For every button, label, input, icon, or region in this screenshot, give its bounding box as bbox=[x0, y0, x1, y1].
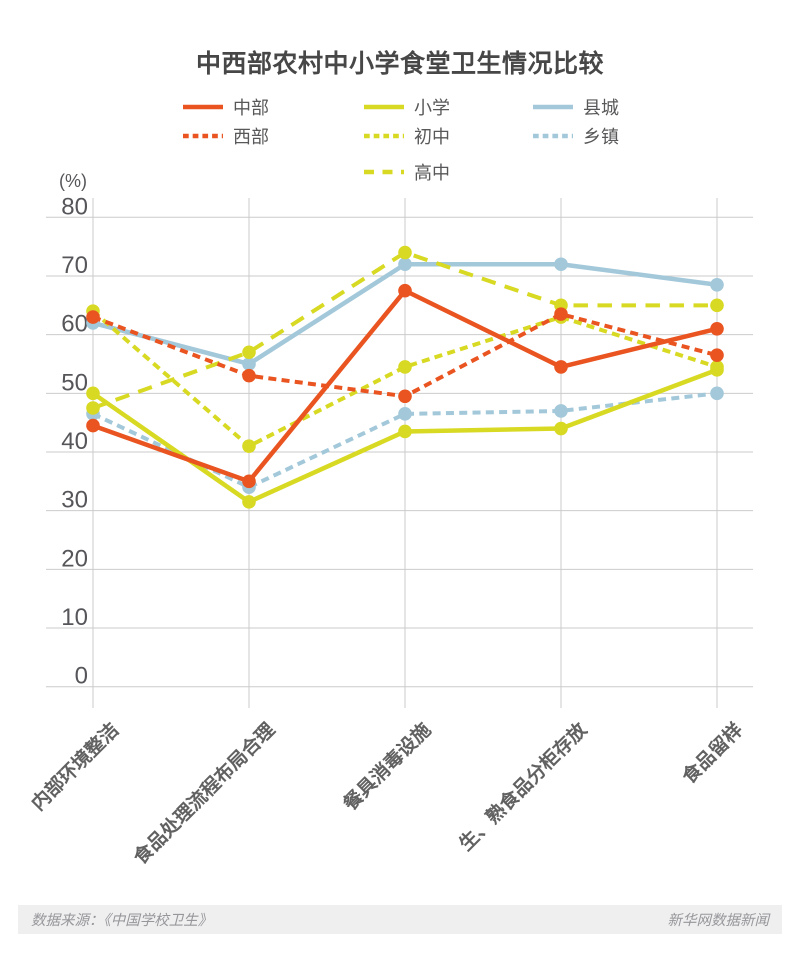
legend-item-county-town: 县城 bbox=[532, 96, 619, 118]
data-point-western bbox=[710, 348, 724, 362]
data-point-junior-high bbox=[242, 439, 256, 453]
data-point-township bbox=[398, 407, 412, 421]
legend-label: 高中 bbox=[414, 163, 450, 183]
y-tick-label: 50 bbox=[61, 369, 88, 396]
data-point-western bbox=[554, 307, 568, 321]
legend-swatch-county-town bbox=[533, 104, 573, 110]
legend-item-junior-high: 初中 bbox=[363, 125, 450, 147]
data-point-county-town bbox=[554, 257, 568, 272]
legend-swatch-junior-high bbox=[364, 133, 404, 139]
legend-item-primary: 小学 bbox=[363, 96, 450, 118]
legend-label: 乡镇 bbox=[583, 127, 619, 147]
y-axis-unit-label: (%) bbox=[59, 171, 87, 191]
series-line-township bbox=[92, 391, 718, 490]
legend-label: 中部 bbox=[233, 98, 269, 118]
data-point-central bbox=[398, 283, 412, 298]
data-point-senior-high bbox=[398, 245, 412, 260]
legend: 中部西部 小学初中高中 县城乡镇 bbox=[0, 96, 800, 186]
chart-svg: 80 70 60 50 40 30 20 10 0 bbox=[46, 193, 753, 708]
data-point-senior-high bbox=[242, 345, 256, 360]
y-tick-label: 80 bbox=[61, 193, 88, 220]
y-tick-label: 20 bbox=[61, 545, 88, 572]
data-point-western bbox=[242, 368, 256, 383]
legend-label: 西部 bbox=[233, 127, 269, 147]
legend-item-senior-high: 高中 bbox=[363, 161, 450, 183]
legend-column: 中部 西部 bbox=[182, 96, 269, 147]
data-source-label: 数据来源：《中国学校卫生》 bbox=[31, 913, 213, 929]
legend-label: 小学 bbox=[414, 98, 450, 118]
data-point-central bbox=[710, 321, 724, 336]
legend-swatch-central bbox=[183, 104, 223, 110]
data-point-county-town bbox=[710, 277, 724, 292]
data-point-primary bbox=[554, 421, 568, 436]
data-point-township bbox=[710, 386, 724, 401]
legend-label: 初中 bbox=[414, 127, 450, 147]
y-tick-label: 40 bbox=[61, 428, 88, 455]
chart-title: 中西部农村中小学食堂卫生情况比较 bbox=[195, 50, 604, 78]
data-point-junior-high bbox=[710, 360, 724, 374]
data-point-primary bbox=[398, 424, 412, 439]
legend-item-western: 西部 bbox=[182, 125, 269, 147]
legend-swatch-western bbox=[183, 133, 223, 139]
data-point-primary bbox=[86, 386, 100, 401]
data-point-county-town bbox=[398, 257, 412, 272]
legend-swatch-senior-high bbox=[364, 169, 404, 175]
y-tick-label: 0 bbox=[75, 663, 88, 690]
y-tick-label: 30 bbox=[61, 487, 88, 514]
footer: 数据来源：《中国学校卫生》 新华网数据新闻 bbox=[18, 905, 782, 934]
y-tick-label: 60 bbox=[61, 311, 88, 338]
series-line-junior-high bbox=[91, 309, 718, 449]
data-point-senior-high bbox=[86, 401, 100, 415]
data-point-central bbox=[242, 474, 256, 489]
data-point-senior-high bbox=[710, 298, 724, 313]
legend-swatch-township bbox=[533, 133, 573, 139]
data-point-primary bbox=[242, 495, 256, 509]
legend-column: 小学 初中 高中 bbox=[363, 96, 450, 183]
data-point-county-town bbox=[242, 357, 256, 371]
legend-swatch-primary bbox=[364, 104, 404, 110]
legend-column: 县城 乡镇 bbox=[532, 96, 619, 147]
series-line-senior-high bbox=[92, 250, 717, 410]
credit-label: 新华网数据新闻 bbox=[667, 913, 770, 929]
data-point-junior-high bbox=[398, 360, 412, 374]
y-tick-label: 70 bbox=[61, 252, 88, 279]
legend-label: 县城 bbox=[583, 98, 619, 118]
data-point-western bbox=[86, 310, 100, 324]
data-point-western bbox=[398, 389, 412, 404]
legend-item-township: 乡镇 bbox=[532, 125, 619, 147]
y-tick-label: 10 bbox=[61, 604, 88, 631]
data-point-central bbox=[86, 418, 100, 433]
data-point-central bbox=[554, 360, 568, 374]
data-point-township bbox=[554, 404, 568, 418]
legend-item-central: 中部 bbox=[182, 96, 269, 118]
